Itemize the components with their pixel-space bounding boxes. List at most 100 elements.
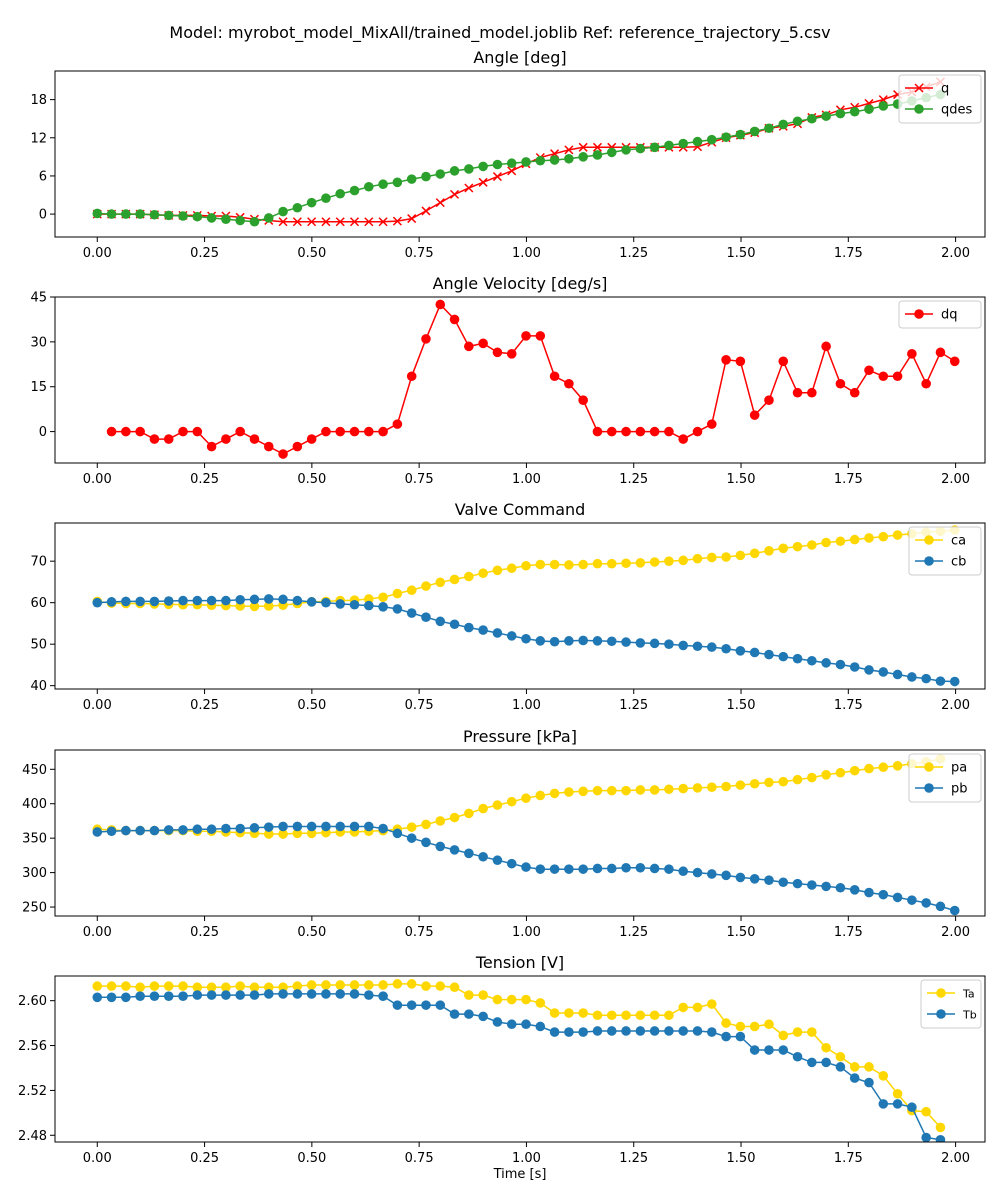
data-point xyxy=(364,990,374,1000)
data-point xyxy=(106,992,117,1003)
data-point xyxy=(163,434,174,444)
data-point xyxy=(621,426,631,437)
data-point xyxy=(807,387,817,398)
axes-frame xyxy=(54,296,986,464)
data-point xyxy=(749,410,760,420)
data-point xyxy=(706,869,717,879)
series-Ta xyxy=(92,979,946,1133)
legend: q qdes xyxy=(898,74,982,124)
data-point xyxy=(821,341,831,352)
data-point xyxy=(106,826,117,837)
x-tick-label: 0.00 xyxy=(83,925,112,940)
data-point xyxy=(407,214,417,224)
data-point xyxy=(692,553,703,564)
data-point xyxy=(278,217,288,227)
x-tick-label: 0.75 xyxy=(405,246,434,261)
data-point xyxy=(292,595,303,606)
data-point xyxy=(392,419,403,429)
data-point xyxy=(649,142,660,153)
data-point xyxy=(549,636,560,647)
data-point xyxy=(621,862,631,873)
series-line-Ta xyxy=(97,983,942,1128)
data-point xyxy=(578,559,588,570)
data-point xyxy=(678,783,689,794)
legend-marker xyxy=(914,83,924,93)
x-tick-label: 1.00 xyxy=(512,246,541,261)
data-point xyxy=(135,982,145,993)
data-point xyxy=(349,217,360,227)
data-point xyxy=(149,209,160,220)
data-point xyxy=(292,202,303,213)
data-point xyxy=(778,1045,789,1055)
data-point xyxy=(335,980,346,990)
data-point xyxy=(878,1099,889,1109)
data-point xyxy=(292,828,303,839)
data-point xyxy=(121,426,131,437)
data-point xyxy=(521,331,531,341)
data-point xyxy=(935,347,946,358)
data-point xyxy=(421,206,431,216)
data-point xyxy=(549,864,560,874)
data-point xyxy=(764,649,774,660)
legend-marker xyxy=(924,783,934,793)
data-point xyxy=(649,1010,660,1021)
data-point xyxy=(263,213,274,223)
data-point xyxy=(321,597,331,608)
y-tick-label: 350 xyxy=(22,832,47,847)
data-point xyxy=(321,193,331,204)
data-point xyxy=(263,829,274,839)
data-point xyxy=(335,426,346,437)
data-point xyxy=(235,426,245,437)
x-tick-label: 2.00 xyxy=(941,1151,970,1166)
x-tick-label: 0.75 xyxy=(405,472,434,487)
data-point xyxy=(949,905,960,916)
data-point xyxy=(849,885,860,895)
data-point xyxy=(878,1071,889,1081)
subplot-title: Angle [deg] xyxy=(473,48,566,67)
data-point xyxy=(892,1088,903,1099)
data-point xyxy=(450,189,460,199)
data-point xyxy=(721,1031,731,1042)
data-point xyxy=(464,622,474,633)
data-point xyxy=(464,164,474,174)
data-point xyxy=(249,216,260,227)
legend: dq xyxy=(898,300,982,329)
data-point xyxy=(649,785,660,795)
data-point xyxy=(721,552,731,562)
x-tick-label: 1.75 xyxy=(834,472,863,487)
data-point xyxy=(364,600,374,611)
data-point xyxy=(406,979,417,989)
data-point xyxy=(263,441,274,452)
data-point xyxy=(163,596,174,606)
data-point xyxy=(592,636,603,646)
data-point xyxy=(421,981,431,991)
data-point xyxy=(192,990,203,1000)
plot-area xyxy=(106,299,960,459)
data-point xyxy=(449,314,460,325)
data-point xyxy=(149,991,160,1001)
data-point xyxy=(907,672,917,682)
data-point xyxy=(92,992,103,1003)
x-tick-label: 0.50 xyxy=(297,698,326,713)
legend-marker xyxy=(914,104,924,114)
data-point xyxy=(478,625,488,635)
data-point xyxy=(778,877,789,888)
x-tick-label: 1.25 xyxy=(619,472,648,487)
data-point xyxy=(435,198,445,208)
data-point xyxy=(278,594,288,605)
data-point xyxy=(878,762,889,773)
data-point xyxy=(92,981,103,991)
data-point xyxy=(721,355,731,365)
data-point xyxy=(764,875,774,885)
data-point xyxy=(649,638,660,649)
data-point xyxy=(149,596,160,607)
data-point xyxy=(578,152,588,162)
data-point xyxy=(449,574,460,585)
data-point xyxy=(263,594,274,604)
data-point xyxy=(864,665,874,675)
data-point xyxy=(578,864,588,874)
data-point xyxy=(621,637,631,647)
data-point xyxy=(692,641,703,652)
data-point xyxy=(178,426,188,437)
legend-label: qdes xyxy=(941,103,973,118)
